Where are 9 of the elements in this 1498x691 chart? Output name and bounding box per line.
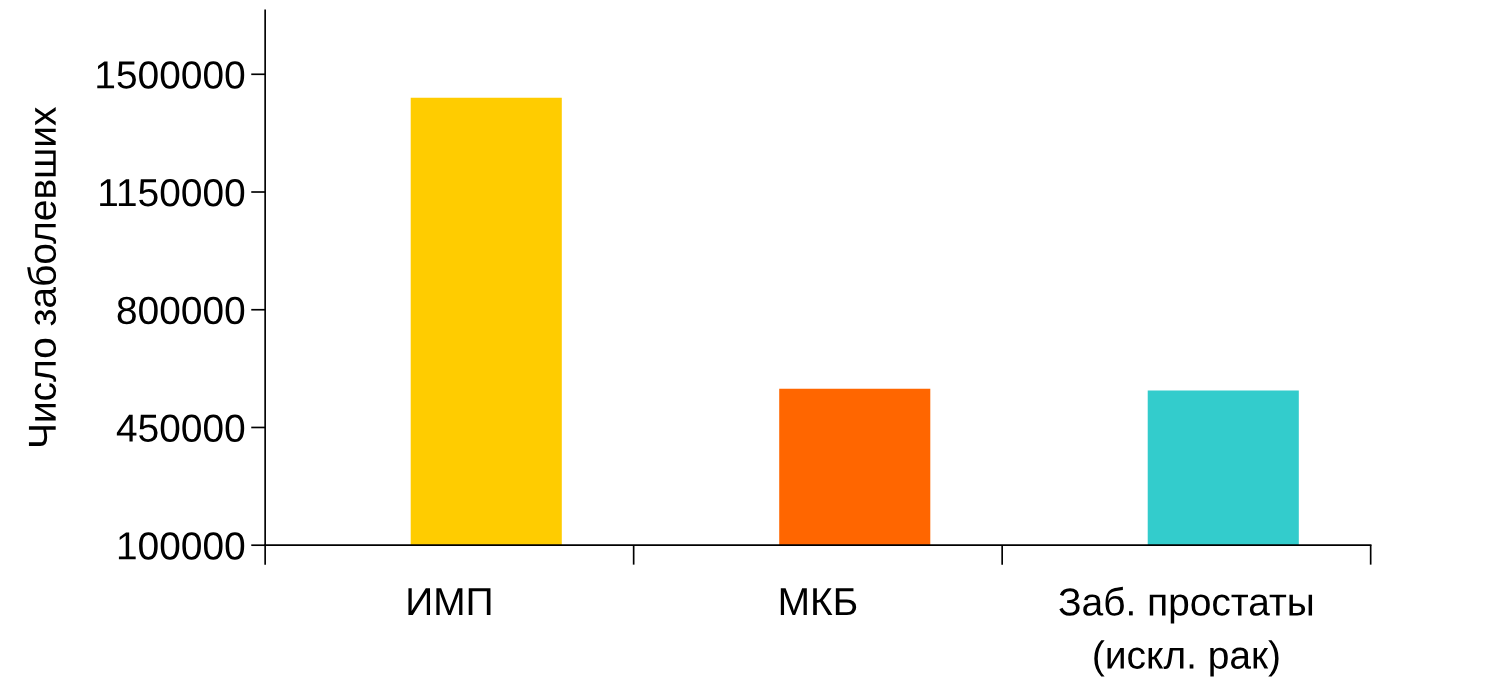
x-tick-label: Заб. простаты (искл. рак) (1059, 586, 1313, 677)
y-tick-label: 1500000 (97, 61, 245, 89)
y-tick-label: 1150000 (100, 178, 245, 207)
x-tick-label: ИМП (408, 588, 491, 616)
y-axis-title: Число заболевших (27, 106, 57, 446)
y-tick-label: 100000 (118, 532, 245, 560)
y-tick-label: 800000 (117, 296, 245, 325)
x-tick-label: МКБ (780, 588, 857, 616)
y-tick-label: 450000 (116, 414, 245, 442)
